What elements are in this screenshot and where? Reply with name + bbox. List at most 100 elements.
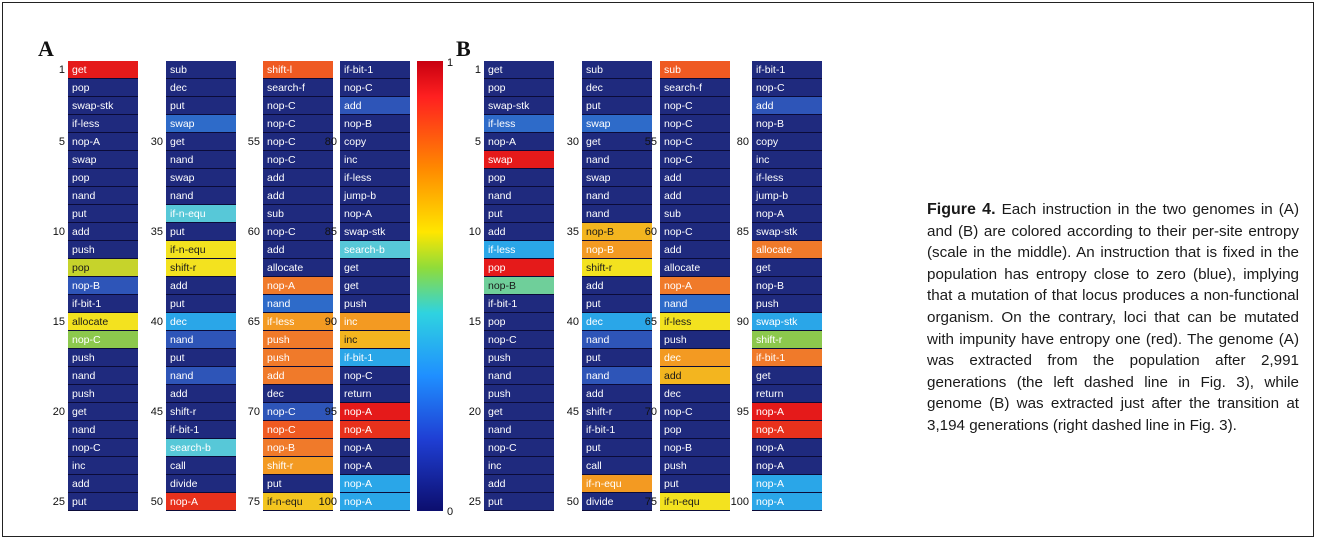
row-number: 50 [150, 496, 163, 508]
instruction-cell: nand [68, 421, 138, 439]
instruction-cell: dec [582, 313, 652, 331]
instruction-cell: dec [166, 79, 236, 97]
instruction-cell: nop-A [660, 277, 730, 295]
instruction-cell: add [166, 385, 236, 403]
instruction-cell: add [484, 475, 554, 493]
instruction-cell: if-n-equ [166, 205, 236, 223]
row-number: 45 [566, 406, 579, 418]
figure-caption: Figure 4. Each instruction in the two ge… [927, 199, 1299, 437]
instruction-cell: dec [660, 349, 730, 367]
instruction-cell: dec [263, 385, 333, 403]
row-number: 10 [52, 226, 65, 238]
genome-column: sub dec put swap get nand swap nand if-n-equ put i… [166, 61, 236, 511]
instruction-cell: nop-B [263, 439, 333, 457]
instruction-cell: inc [340, 331, 410, 349]
instruction-cell: push [340, 295, 410, 313]
instruction-cell: nop-C [263, 223, 333, 241]
instruction-cell: swap [68, 151, 138, 169]
instruction-cell: if-bit-1 [340, 349, 410, 367]
instruction-cell: nop-A [68, 133, 138, 151]
genome-column: sub search-f nop-C nop-C nop-C nop-C add add sub… [660, 61, 730, 511]
instruction-cell: nop-A [340, 205, 410, 223]
instruction-cell: put [263, 475, 333, 493]
instruction-cell: if-n-equ [660, 493, 730, 511]
genome-column: get pop swap-stk if-less nop-A swap pop nand put… [68, 61, 138, 511]
instruction-cell: nop-C [263, 133, 333, 151]
instruction-cell: get [68, 403, 138, 421]
instruction-cell: swap [166, 115, 236, 133]
instruction-cell: pop [68, 79, 138, 97]
instruction-cell: shift-r [263, 457, 333, 475]
instruction-cell: put [660, 475, 730, 493]
instruction-cell: nop-C [340, 367, 410, 385]
instruction-cell: swap-stk [340, 223, 410, 241]
instruction-cell: get [752, 259, 822, 277]
row-number: 25 [52, 496, 65, 508]
row-number: 95 [324, 406, 337, 418]
instruction-cell: put [166, 295, 236, 313]
instruction-cell: nand [582, 151, 652, 169]
instruction-cell: put [582, 439, 652, 457]
panel-a-label: A [38, 36, 54, 61]
row-number: 20 [468, 406, 481, 418]
instruction-cell: nand [166, 187, 236, 205]
instruction-cell: put [166, 97, 236, 115]
instruction-cell: nop-A [166, 493, 236, 511]
row-number: 65 [247, 316, 260, 328]
instruction-cell: pop [484, 313, 554, 331]
instruction-cell: nop-A [752, 457, 822, 475]
instruction-cell: allocate [752, 241, 822, 259]
row-number: 35 [566, 226, 579, 238]
instruction-cell: add [263, 187, 333, 205]
row-number: 15 [52, 316, 65, 328]
instruction-cell: shift-l [263, 61, 333, 79]
instruction-cell: get [484, 61, 554, 79]
instruction-cell: put [68, 205, 138, 223]
instruction-cell: put [166, 349, 236, 367]
instruction-cell: nop-C [484, 331, 554, 349]
row-number: 90 [736, 316, 749, 328]
instruction-cell: swap [582, 169, 652, 187]
instruction-cell: add [660, 169, 730, 187]
instruction-cell: if-n-equ [166, 241, 236, 259]
instruction-cell: add [263, 241, 333, 259]
instruction-cell: add [68, 475, 138, 493]
instruction-cell: swap-stk [484, 97, 554, 115]
instruction-cell: swap [166, 169, 236, 187]
row-number: 60 [247, 226, 260, 238]
instruction-cell: push [660, 331, 730, 349]
instruction-cell: get [340, 277, 410, 295]
row-number: 30 [150, 136, 163, 148]
instruction-cell: copy [340, 133, 410, 151]
instruction-cell: push [68, 241, 138, 259]
instruction-cell: nop-B [752, 277, 822, 295]
instruction-cell: nop-C [660, 115, 730, 133]
instruction-cell: add [166, 277, 236, 295]
instruction-cell: if-bit-1 [68, 295, 138, 313]
row-number: 75 [644, 496, 657, 508]
instruction-cell: nop-A [752, 493, 822, 511]
instruction-cell: add [752, 97, 822, 115]
instruction-cell: nop-B [484, 277, 554, 295]
instruction-cell: dec [582, 79, 652, 97]
instruction-cell: inc [340, 151, 410, 169]
instruction-cell: nop-B [582, 223, 652, 241]
instruction-cell: push [263, 349, 333, 367]
instruction-cell: inc [752, 151, 822, 169]
row-number: 1 [474, 64, 481, 76]
instruction-cell: sub [660, 205, 730, 223]
instruction-cell: get [582, 133, 652, 151]
instruction-cell: nop-C [263, 115, 333, 133]
instruction-cell: add [263, 169, 333, 187]
row-number: 35 [150, 226, 163, 238]
row-number: 55 [644, 136, 657, 148]
instruction-cell: jump-b [752, 187, 822, 205]
instruction-cell: nand [484, 421, 554, 439]
row-number: 95 [736, 406, 749, 418]
genome-column: get pop swap-stk if-less nop-A swap pop nand put… [484, 61, 554, 511]
instruction-cell: if-less [263, 313, 333, 331]
instruction-cell: add [68, 223, 138, 241]
instruction-cell: if-less [484, 241, 554, 259]
instruction-cell: nop-C [263, 403, 333, 421]
instruction-cell: dec [166, 313, 236, 331]
